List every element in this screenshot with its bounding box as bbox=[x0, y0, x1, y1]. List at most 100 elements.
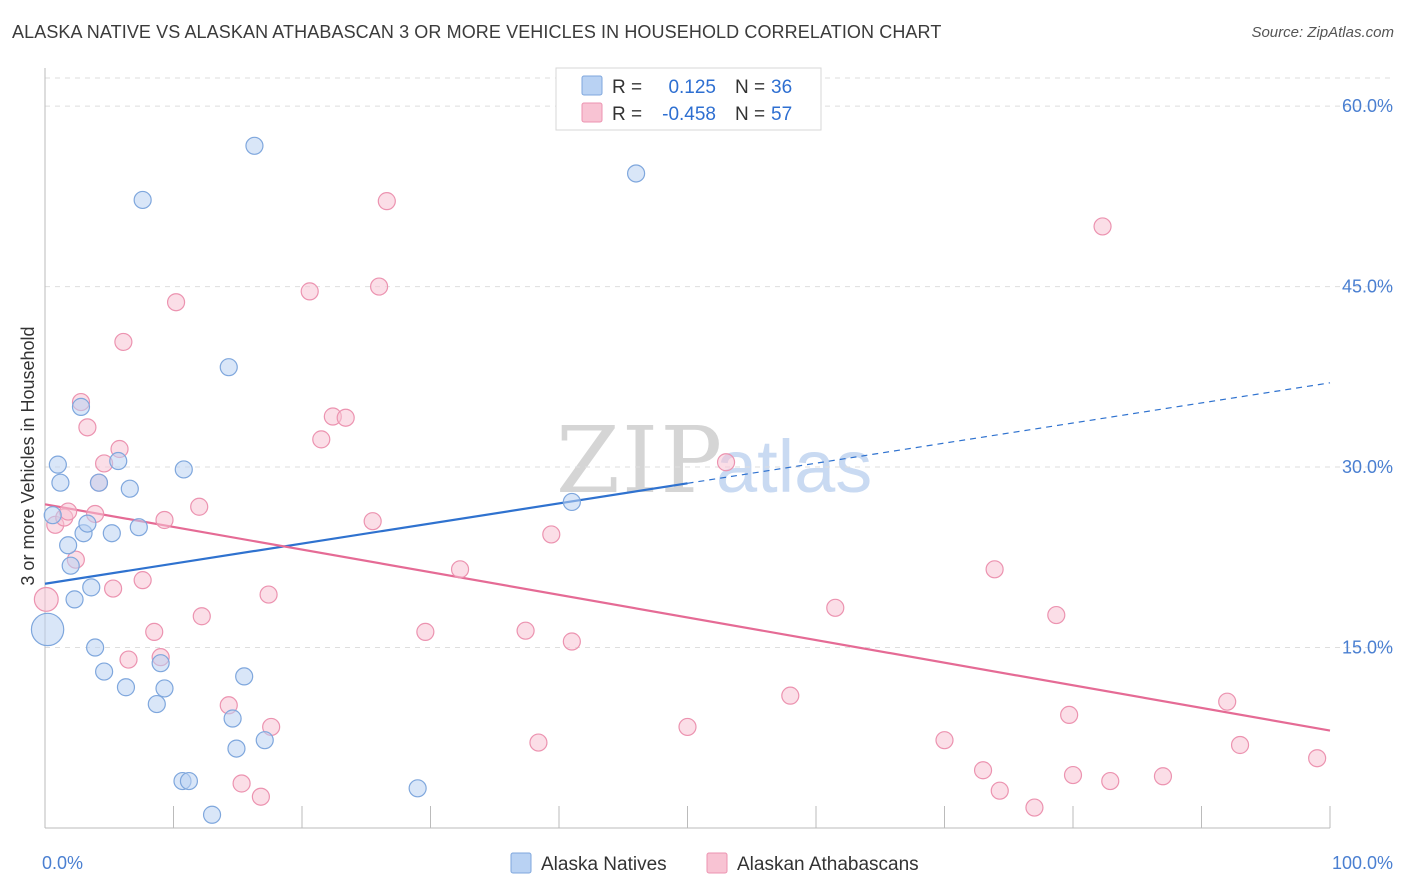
y-tick-label-30: 30.0% bbox=[1342, 457, 1393, 477]
athabascan-point-29 bbox=[336, 408, 355, 427]
athabascan-point-42 bbox=[826, 598, 845, 617]
athabascan-point-50 bbox=[1063, 765, 1083, 785]
athabascan-point-10 bbox=[104, 579, 123, 598]
athabascan-point-27 bbox=[312, 430, 331, 449]
gridlines bbox=[45, 77, 1393, 649]
chart-title: ALASKA NATIVE VS ALASKAN ATHABASCAN 3 OR… bbox=[12, 22, 942, 42]
alaska-native-point-10 bbox=[82, 578, 101, 597]
athabascan-point-41 bbox=[781, 686, 800, 705]
alaska-native-point-25 bbox=[179, 771, 199, 791]
athabascan-point-44 bbox=[973, 761, 993, 780]
alaska-native-point-15 bbox=[109, 451, 128, 471]
alaska-native-point-7 bbox=[71, 397, 91, 416]
x-tick-label-min: 0.0% bbox=[42, 853, 83, 873]
series-legend: Alaska Natives Alaskan Athabascans bbox=[510, 852, 919, 875]
alaska-native-point-26 bbox=[202, 805, 222, 824]
y-axis-title: 3 or more Vehicles in Household bbox=[18, 326, 38, 585]
alaska-native-point-31 bbox=[245, 136, 264, 155]
athabascan-point-34 bbox=[450, 560, 470, 579]
series-legend-swatch-blue bbox=[510, 852, 532, 874]
legend-r-label-blue: R = bbox=[612, 77, 642, 98]
legend-swatch-blue bbox=[581, 75, 603, 96]
source-credit: Source: ZipAtlas.com bbox=[1251, 24, 1394, 41]
athabascan-point-53 bbox=[1153, 767, 1173, 786]
alaska-native-point-13 bbox=[95, 662, 114, 681]
alaska-native-point-16 bbox=[116, 678, 136, 697]
athabascan-point-47 bbox=[1025, 798, 1044, 817]
correlation-legend: R = 0.125 N = 36 R = -0.458 N = 57 bbox=[555, 67, 822, 131]
athabascan-point-31 bbox=[370, 277, 389, 296]
alaska-native-point-19 bbox=[133, 190, 152, 210]
y-tick-labels: 15.0% 30.0% 45.0% 60.0% bbox=[1342, 96, 1393, 657]
athabascan-point-24 bbox=[259, 585, 278, 604]
athabascan-point-49 bbox=[1060, 705, 1079, 725]
axes bbox=[44, 68, 1331, 829]
athabascan-point-43 bbox=[935, 731, 954, 750]
athabascan-point-23 bbox=[251, 787, 270, 806]
athabascan-point-33 bbox=[416, 622, 435, 641]
athabascan-point-39 bbox=[678, 717, 697, 737]
athabascan-point-52 bbox=[1093, 217, 1112, 236]
athabascan-point-55 bbox=[1230, 735, 1250, 755]
legend-r-label-pink: R = bbox=[612, 104, 642, 125]
athabascan-point-12 bbox=[114, 332, 133, 352]
alaska-native-point-32 bbox=[255, 731, 274, 750]
athabascan-point-38 bbox=[562, 632, 581, 651]
athabascan-point-17 bbox=[155, 510, 174, 530]
alaska-native-point-1 bbox=[43, 506, 62, 525]
alaska-native-point-2 bbox=[48, 455, 67, 474]
alaska-native-point-33 bbox=[408, 779, 427, 798]
athabascan-point-45 bbox=[985, 560, 1004, 579]
athabascan-point-30 bbox=[363, 512, 382, 531]
alaska-native-point-5 bbox=[61, 556, 80, 575]
watermark-atlas-text: atlas bbox=[716, 425, 872, 508]
legend-n-value-pink: 57 bbox=[771, 104, 792, 125]
alaska-native-point-22 bbox=[155, 679, 174, 698]
alaska-native-point-35 bbox=[626, 164, 646, 183]
alaska-native-point-34 bbox=[562, 492, 581, 512]
alaska-native-point-27 bbox=[219, 358, 238, 377]
watermark: ZIP atlas bbox=[556, 407, 872, 514]
athabascan-trendline bbox=[44, 503, 1331, 732]
alaska-native-point-6 bbox=[65, 590, 84, 609]
alaska-native-point-30 bbox=[235, 667, 254, 686]
legend-n-label-pink: N = bbox=[735, 104, 765, 125]
athabascan-point-26 bbox=[300, 282, 319, 301]
athabascan-point-20 bbox=[192, 607, 211, 626]
alaska-native-trendline-extension bbox=[687, 382, 1331, 484]
alaska-native-point-14 bbox=[102, 524, 121, 543]
y-tick-label-60: 60.0% bbox=[1342, 96, 1393, 116]
alaska-native-point-11 bbox=[86, 638, 105, 657]
series-legend-label-pink: Alaskan Athabascans bbox=[737, 854, 919, 875]
athabascan-point-48 bbox=[1047, 605, 1066, 625]
athabascan-point-0 bbox=[33, 586, 59, 612]
alaska-native-point-21 bbox=[151, 654, 170, 673]
alaska-native-point-29 bbox=[227, 739, 246, 758]
series-legend-label-blue: Alaska Natives bbox=[541, 854, 667, 875]
x-tick-label-max: 100.0% bbox=[1332, 853, 1393, 873]
legend-swatch-pink bbox=[581, 102, 603, 123]
athabascan-point-54 bbox=[1218, 692, 1237, 711]
athabascan-point-40 bbox=[716, 453, 736, 472]
alaska-native-point-0 bbox=[30, 612, 65, 647]
legend-n-value-blue: 36 bbox=[771, 77, 792, 98]
alaska-native-point-9 bbox=[78, 514, 97, 533]
athabascan-point-46 bbox=[990, 781, 1009, 800]
alaska-native-points bbox=[30, 136, 646, 824]
y-tick-label-45: 45.0% bbox=[1342, 277, 1393, 297]
athabascan-point-37 bbox=[542, 525, 561, 544]
alaska-native-point-17 bbox=[120, 479, 139, 498]
athabascan-point-56 bbox=[1308, 749, 1327, 768]
athabascan-point-6 bbox=[78, 418, 97, 437]
athabascan-point-13 bbox=[119, 650, 138, 669]
alaska-native-point-24 bbox=[174, 460, 193, 479]
series-legend-swatch-pink bbox=[706, 852, 728, 874]
alaska-native-point-3 bbox=[51, 473, 70, 492]
legend-r-value-blue: 0.125 bbox=[668, 77, 716, 98]
watermark-zip-text: ZIP bbox=[556, 407, 724, 514]
y-tick-label-15: 15.0% bbox=[1342, 638, 1393, 658]
athabascan-point-3 bbox=[59, 502, 78, 521]
alaska-native-point-4 bbox=[59, 536, 78, 555]
alaska-native-point-28 bbox=[223, 709, 242, 728]
athabascan-point-35 bbox=[516, 621, 535, 640]
